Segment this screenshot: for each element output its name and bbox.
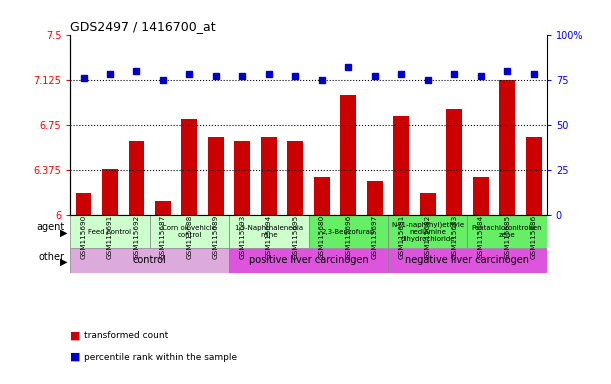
Bar	[76, 194, 92, 215]
Text: ■: ■	[70, 331, 81, 341]
Bar	[181, 119, 197, 215]
Text: Pentachloronitroben
zene: Pentachloronitroben zene	[472, 225, 543, 238]
Bar	[229, 215, 309, 248]
Text: GSM115685: GSM115685	[504, 215, 510, 260]
Text: positive liver carcinogen: positive liver carcinogen	[249, 255, 368, 265]
Bar	[525, 137, 541, 215]
Bar	[473, 177, 489, 215]
Text: N-(1-naphthyl)ethyle
nediamine
dihydrochloride: N-(1-naphthyl)ethyle nediamine dihydroch…	[391, 221, 464, 242]
Text: GSM115689: GSM115689	[213, 215, 219, 260]
Text: GSM115691: GSM115691	[107, 215, 113, 260]
Text: GSM115683: GSM115683	[451, 215, 457, 260]
Text: GSM115684: GSM115684	[478, 215, 484, 260]
Text: transformed count: transformed count	[84, 331, 168, 341]
Text: other: other	[38, 252, 64, 262]
Text: ▶: ▶	[60, 228, 67, 238]
Text: GSM115686: GSM115686	[530, 215, 536, 260]
Bar	[102, 169, 118, 215]
Bar	[229, 248, 388, 273]
Text: GSM115687: GSM115687	[160, 215, 166, 260]
Bar	[314, 177, 330, 215]
Text: Corn oil vehicle
control: Corn oil vehicle control	[163, 225, 216, 238]
Text: negative liver carcinogen: negative liver carcinogen	[406, 255, 529, 265]
Text: 2,3-Benzofuran: 2,3-Benzofuran	[321, 228, 375, 235]
Bar	[393, 116, 409, 215]
Text: GSM115688: GSM115688	[186, 215, 192, 260]
Bar	[367, 182, 382, 215]
Bar	[340, 95, 356, 215]
Text: GSM115695: GSM115695	[292, 215, 298, 260]
Text: ■: ■	[70, 352, 81, 362]
Text: control: control	[133, 255, 167, 265]
Text: GSM115693: GSM115693	[240, 215, 246, 260]
Bar	[208, 137, 224, 215]
Bar	[420, 194, 436, 215]
Bar	[235, 141, 251, 215]
Bar	[499, 80, 515, 215]
Text: GDS2497 / 1416700_at: GDS2497 / 1416700_at	[70, 20, 216, 33]
Text: ▶: ▶	[60, 257, 67, 266]
Bar	[70, 215, 150, 248]
Text: GSM115696: GSM115696	[345, 215, 351, 260]
Bar	[309, 215, 388, 248]
Bar	[287, 141, 303, 215]
Bar	[446, 109, 462, 215]
Text: GSM115694: GSM115694	[266, 215, 272, 260]
Bar	[261, 137, 277, 215]
Bar	[70, 248, 229, 273]
Text: GSM115682: GSM115682	[425, 215, 431, 260]
Bar	[467, 215, 547, 248]
Text: GSM115680: GSM115680	[319, 215, 325, 260]
Text: agent: agent	[36, 222, 64, 232]
Text: Feed control: Feed control	[89, 228, 131, 235]
Text: GSM115681: GSM115681	[398, 215, 404, 260]
Bar	[388, 248, 547, 273]
Text: GSM115692: GSM115692	[133, 215, 139, 260]
Bar	[388, 215, 467, 248]
Bar	[150, 215, 229, 248]
Bar	[155, 201, 171, 215]
Bar	[128, 141, 144, 215]
Text: percentile rank within the sample: percentile rank within the sample	[84, 353, 237, 362]
Text: 1,5-Naphthalenedia
mine: 1,5-Naphthalenedia mine	[234, 225, 304, 238]
Text: GSM115697: GSM115697	[371, 215, 378, 260]
Text: GSM115690: GSM115690	[81, 215, 87, 260]
